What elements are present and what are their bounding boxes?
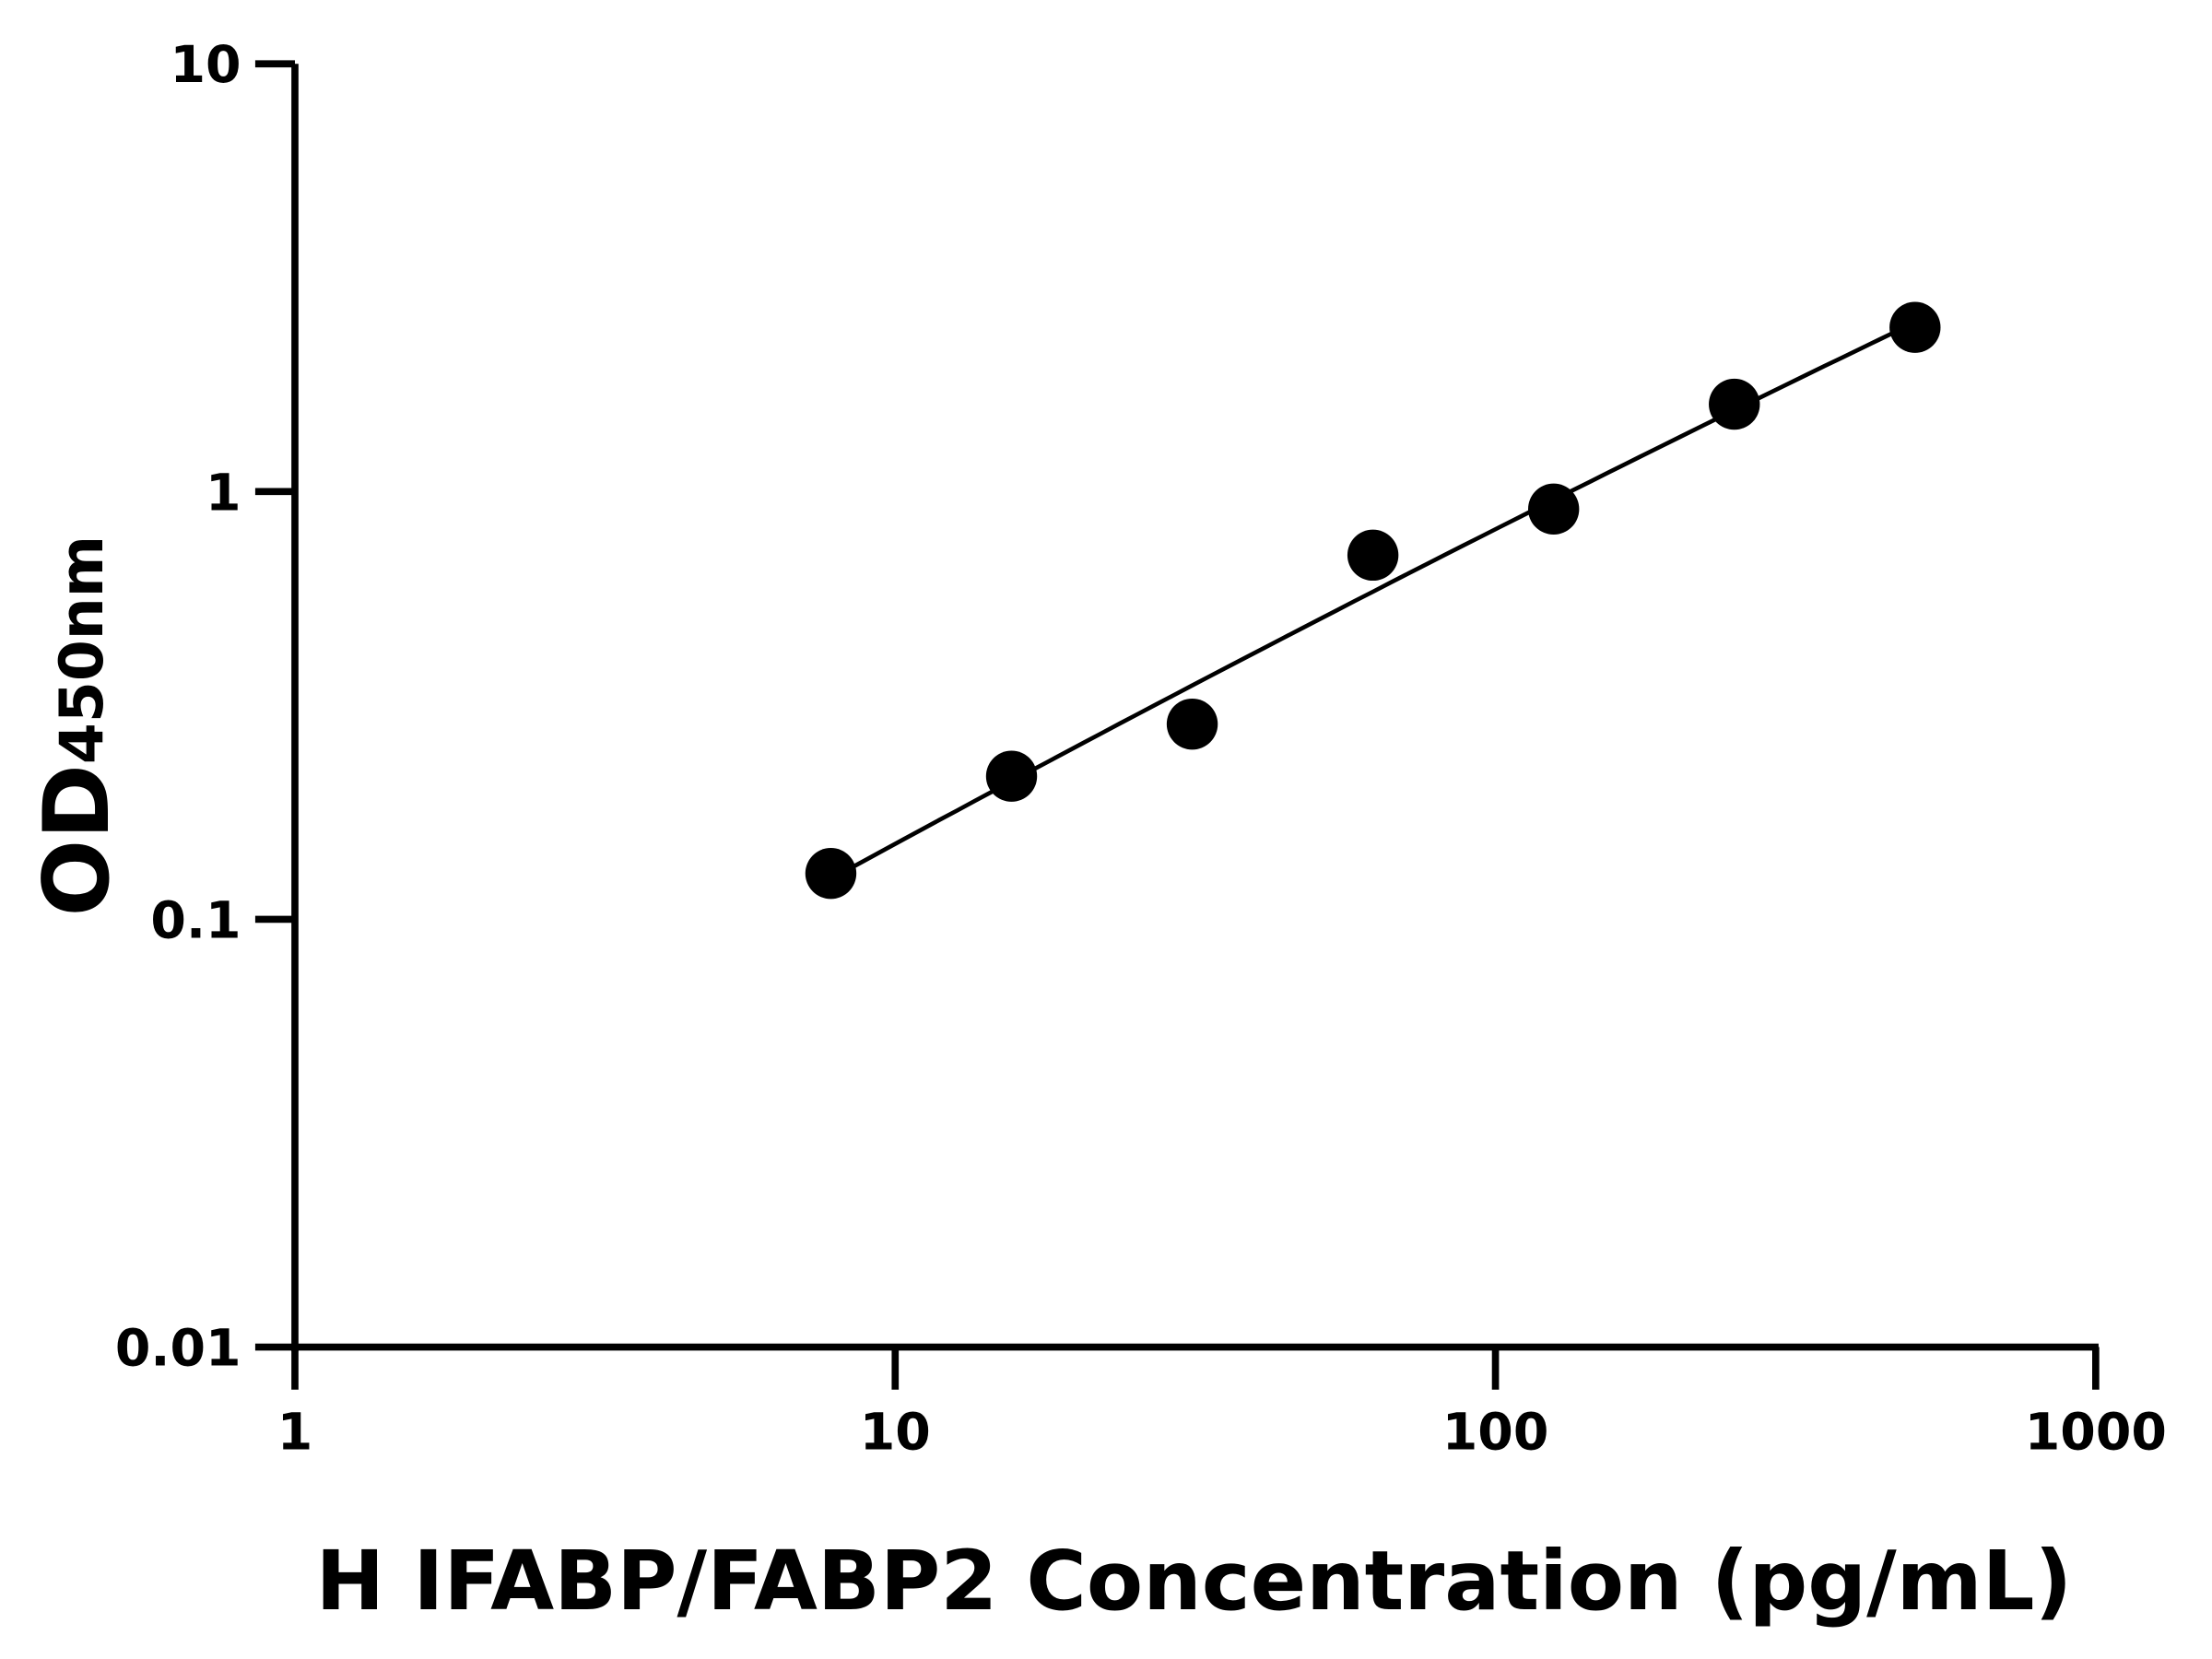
y-axis-label-subscript: 450nm — [48, 535, 117, 764]
x-tick-label: 1 — [277, 1403, 313, 1462]
data-point — [1527, 483, 1580, 535]
y-tick-label: 1 — [206, 464, 241, 523]
y-axis-label-main: OD — [25, 764, 130, 916]
data-point — [805, 847, 857, 900]
x-tick-label: 10 — [860, 1403, 931, 1462]
data-point — [1166, 698, 1218, 750]
y-tick-label: 10 — [170, 36, 241, 95]
x-tick-label: 1000 — [2025, 1403, 2167, 1462]
y-tick-label: 0.01 — [115, 1320, 241, 1379]
x-tick-label: 100 — [1442, 1403, 1549, 1462]
data-point — [1889, 301, 1941, 353]
y-tick-label: 0.1 — [150, 891, 241, 950]
data-point — [1709, 378, 1760, 430]
x-axis-label: H IFABP/FABP2 Concentration (pg/mL) — [315, 1534, 2072, 1630]
data-point — [1347, 529, 1399, 582]
y-axis-label: OD450nm — [25, 535, 130, 917]
data-point — [985, 750, 1038, 802]
